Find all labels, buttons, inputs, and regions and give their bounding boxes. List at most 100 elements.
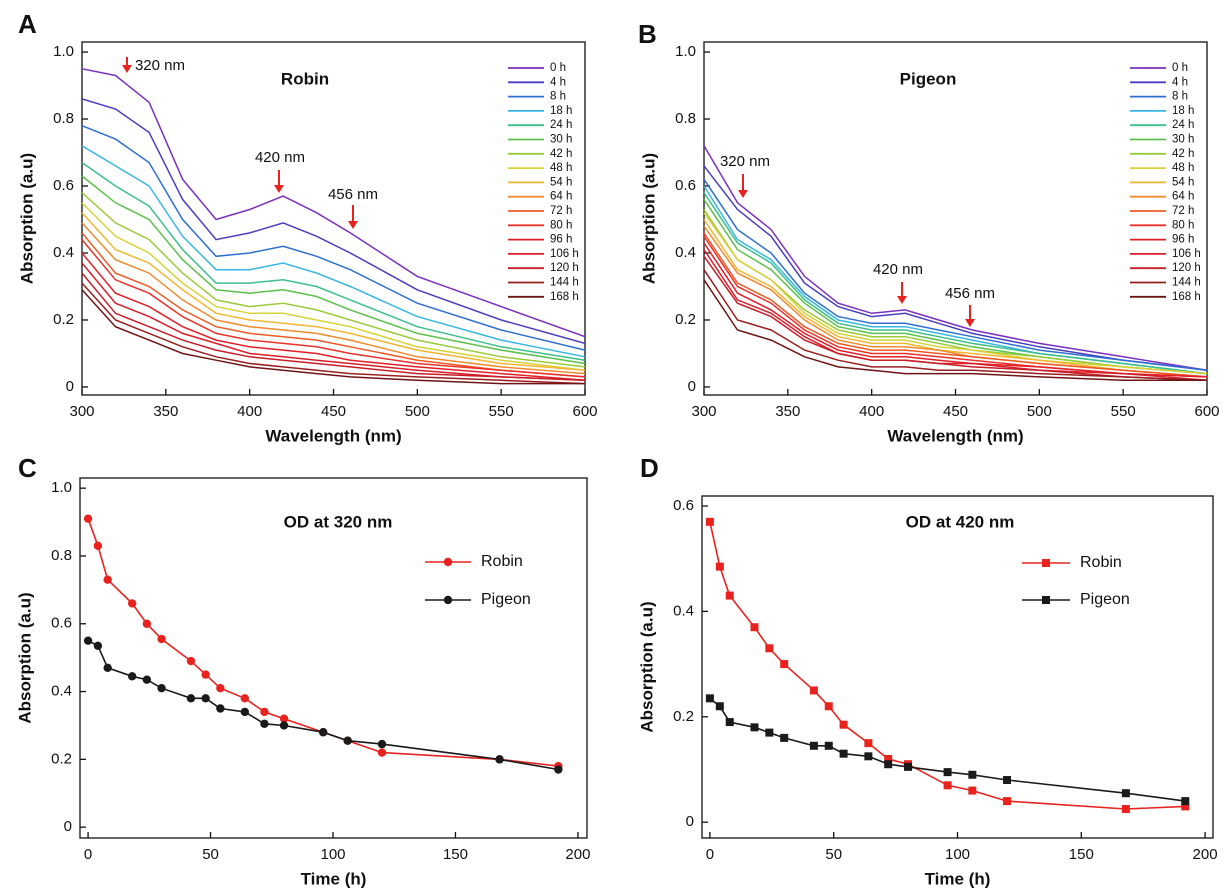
y-tick-label: 0.2 <box>675 311 696 328</box>
y-tick-label: 0.4 <box>675 244 696 261</box>
data-point <box>186 656 196 666</box>
data-point <box>260 707 269 717</box>
legend-label: 4 h <box>550 76 566 88</box>
data-point <box>765 728 774 737</box>
legend-marker <box>443 595 453 605</box>
legend-label: 42 h <box>1172 148 1194 160</box>
data-point <box>968 770 977 779</box>
data-point <box>127 599 137 608</box>
series-line <box>703 219 1208 378</box>
data-point <box>377 739 387 749</box>
panel-title: OD at 320 nm <box>284 512 393 531</box>
data-point <box>83 636 93 645</box>
data-point <box>968 786 977 795</box>
legend-label: 64 h <box>550 191 572 203</box>
data-point <box>765 644 774 653</box>
y-tick-label: 0 <box>64 818 72 835</box>
plot-frame <box>79 477 588 839</box>
data-point <box>260 719 269 728</box>
x-axis-title: Wavelength (nm) <box>887 426 1023 445</box>
series-line <box>81 161 586 361</box>
y-axis-title: Absorption (a.u) <box>637 601 656 732</box>
series-line <box>703 145 1208 371</box>
x-tick-label: 50 <box>825 846 842 863</box>
annotation: 320 nm <box>135 57 185 74</box>
data-point <box>864 739 873 748</box>
x-tick-label: 350 <box>775 403 800 420</box>
x-tick-label: 400 <box>237 403 262 420</box>
panel-letter: C <box>18 453 37 483</box>
legend-marker <box>443 557 453 567</box>
series-line <box>81 239 586 378</box>
legend-label: 18 h <box>550 105 572 117</box>
data-point <box>216 683 225 693</box>
data-point <box>157 683 166 693</box>
y-tick-label: 0 <box>66 378 74 395</box>
panel-title: OD at 420 nm <box>906 512 1015 531</box>
x-tick-label: 200 <box>1193 846 1218 863</box>
annotation-arrowhead <box>274 185 284 193</box>
legend-label: 168 h <box>550 291 579 303</box>
annotation-arrowhead <box>348 221 358 229</box>
series-line <box>703 178 1208 371</box>
data-point <box>377 748 387 757</box>
series-line <box>81 232 586 378</box>
data-point <box>884 754 893 763</box>
data-point <box>750 623 759 632</box>
annotation: 320 nm <box>720 153 770 170</box>
series-line <box>81 68 586 338</box>
legend-label: Pigeon <box>481 591 531 608</box>
data-point <box>142 675 152 684</box>
data-point <box>495 755 504 764</box>
y-tick-label: 0.8 <box>53 110 74 127</box>
legend-label: 144 h <box>550 277 579 289</box>
legend-label: 4 h <box>1172 76 1188 88</box>
data-point <box>1121 789 1130 798</box>
legend-label: 72 h <box>1172 205 1194 217</box>
data-point <box>715 562 724 571</box>
y-tick-label: 0 <box>686 813 694 830</box>
data-point <box>127 672 137 681</box>
y-axis-title: Absorption (a.u) <box>15 592 34 723</box>
x-tick-label: 100 <box>945 846 970 863</box>
data-point <box>725 718 734 727</box>
legend-label: Robin <box>1080 554 1122 571</box>
series-line <box>81 262 586 382</box>
x-axis-title: Time (h) <box>301 869 367 888</box>
data-point <box>884 760 893 769</box>
legend-label: 168 h <box>1172 291 1201 303</box>
y-tick-label: 0.2 <box>53 311 74 328</box>
legend-label: 0 h <box>550 62 566 74</box>
x-tick-label: 500 <box>405 403 430 420</box>
data-point <box>216 704 225 713</box>
x-tick-label: 450 <box>321 403 346 420</box>
data-point <box>839 720 848 729</box>
legend-label: 80 h <box>1172 219 1194 231</box>
legend-label: 96 h <box>550 234 572 246</box>
series-line <box>81 272 586 382</box>
data-point <box>725 591 734 600</box>
data-point <box>824 702 833 711</box>
x-tick-label: 300 <box>691 403 716 420</box>
data-point <box>93 541 103 550</box>
data-point <box>343 736 352 745</box>
data-point <box>780 733 789 742</box>
series-line <box>703 279 1207 382</box>
x-tick-label: 150 <box>443 846 468 863</box>
x-tick-label: 200 <box>565 846 590 863</box>
data-point <box>705 694 714 703</box>
x-tick-label: 150 <box>1069 846 1094 863</box>
legend-label: 120 h <box>1172 262 1201 274</box>
legend-label: 8 h <box>550 91 566 103</box>
data-point <box>279 714 289 723</box>
data-point <box>864 752 873 761</box>
data-point <box>839 749 848 758</box>
x-tick-label: 550 <box>489 403 514 420</box>
series-line <box>81 252 586 382</box>
legend-label: 80 h <box>550 219 572 231</box>
annotation-arrowhead <box>122 65 132 73</box>
series-line <box>703 232 1208 378</box>
legend-label: 144 h <box>1172 277 1201 289</box>
legend-label: 24 h <box>1172 119 1194 131</box>
